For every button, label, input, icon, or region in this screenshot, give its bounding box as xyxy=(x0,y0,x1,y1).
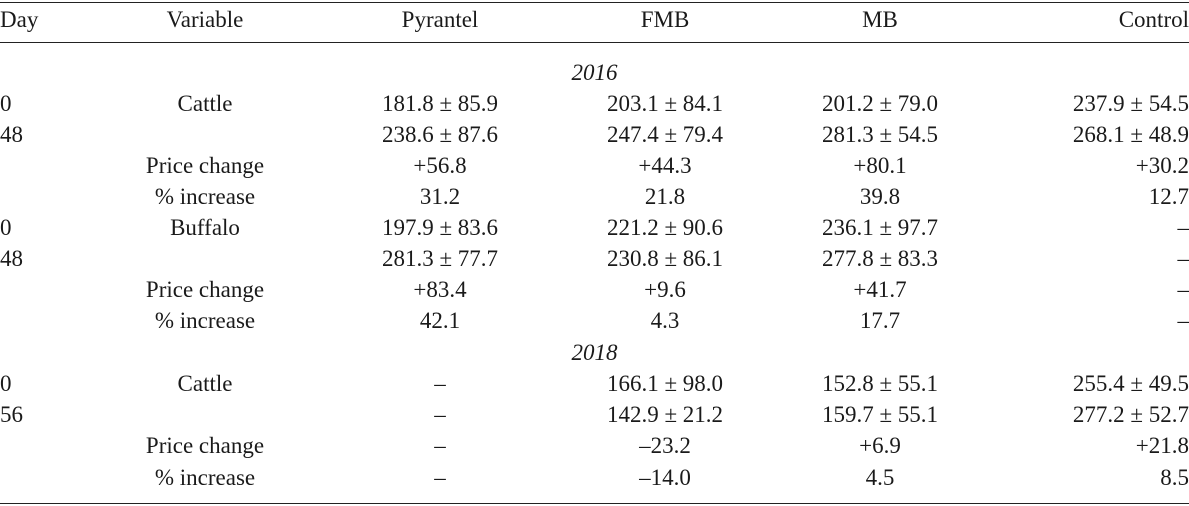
cell-fmb: 166.1 ± 98.0 xyxy=(606,371,724,396)
cell-pyrantel: – xyxy=(434,465,446,490)
header-mb: MB xyxy=(862,7,898,32)
cell-control: +30.2 xyxy=(1135,153,1189,178)
cell-mb: +80.1 xyxy=(853,153,907,178)
cell-mb: +6.9 xyxy=(859,433,901,458)
table-row: % increase 42.1 4.3 17.7 – xyxy=(0,305,1189,336)
cell-control: 237.9 ± 54.5 xyxy=(1072,91,1189,116)
table-row: 48 281.3 ± 77.7 230.8 ± 86.1 277.8 ± 83.… xyxy=(0,243,1189,274)
cell-variable: % increase xyxy=(154,184,256,209)
cell-mb: 152.8 ± 55.1 xyxy=(821,371,939,396)
section-year-2016: 2016 xyxy=(571,60,618,85)
cell-mb: +41.7 xyxy=(853,277,907,302)
table-top-rule xyxy=(0,2,1189,3)
cell-fmb: 142.9 ± 21.2 xyxy=(606,402,724,427)
cell-day: 48 xyxy=(0,246,23,271)
cell-pyrantel: 181.8 ± 85.9 xyxy=(381,91,499,116)
section-year-2018: 2018 xyxy=(571,340,618,365)
cell-pyrantel: – xyxy=(434,433,446,458)
cell-control: 255.4 ± 49.5 xyxy=(1072,371,1189,396)
cell-fmb: –23.2 xyxy=(639,433,691,458)
cell-variable: Cattle xyxy=(177,371,233,396)
cell-pyrantel: 42.1 xyxy=(419,308,461,333)
cell-fmb: +44.3 xyxy=(638,153,692,178)
cell-day: 48 xyxy=(0,122,23,147)
cell-mb: 236.1 ± 97.7 xyxy=(821,215,939,240)
cell-fmb: –14.0 xyxy=(639,465,691,490)
cell-fmb: 221.2 ± 90.6 xyxy=(606,215,724,240)
cell-fmb: 203.1 ± 84.1 xyxy=(606,91,724,116)
header-pyrantel: Pyrantel xyxy=(401,7,479,32)
cell-pyrantel: 197.9 ± 83.6 xyxy=(381,215,499,240)
header-row: Day Variable Pyrantel FMB MB Control xyxy=(0,4,1189,35)
cell-variable: % increase xyxy=(154,308,256,333)
table-row: 0 Cattle 181.8 ± 85.9 203.1 ± 84.1 201.2… xyxy=(0,88,1189,119)
table-row: 0 Cattle – 166.1 ± 98.0 152.8 ± 55.1 255… xyxy=(0,368,1189,399)
cell-variable: Price change xyxy=(145,277,265,302)
cell-mb: 39.8 xyxy=(859,184,901,209)
cell-variable: Price change xyxy=(145,153,265,178)
cell-control: – xyxy=(1177,246,1189,271)
header-variable: Variable xyxy=(166,7,244,32)
cell-control: 277.2 ± 52.7 xyxy=(1072,402,1189,427)
cell-variable: Price change xyxy=(145,433,265,458)
table-row: Price change +56.8 +44.3 +80.1 +30.2 xyxy=(0,150,1189,181)
cell-fmb: 230.8 ± 86.1 xyxy=(606,246,724,271)
cell-control: – xyxy=(1177,277,1189,302)
cell-control: 8.5 xyxy=(1160,465,1189,490)
cell-variable: % increase xyxy=(154,465,256,490)
cell-control: – xyxy=(1177,215,1189,240)
section-year-row: 2018 xyxy=(0,337,1189,368)
cell-mb: 277.8 ± 83.3 xyxy=(821,246,939,271)
cell-day: 56 xyxy=(0,402,23,427)
cell-mb: 4.5 xyxy=(865,465,895,490)
cell-day: 0 xyxy=(0,371,12,396)
cell-day: 0 xyxy=(0,91,12,116)
table-row: % increase 31.2 21.8 39.8 12.7 xyxy=(0,181,1189,212)
table-row: Price change – –23.2 +6.9 +21.8 xyxy=(0,430,1189,461)
cell-pyrantel: – xyxy=(434,402,446,427)
table-row: Price change +83.4 +9.6 +41.7 – xyxy=(0,274,1189,305)
cell-control: – xyxy=(1177,308,1189,333)
cell-pyrantel: 281.3 ± 77.7 xyxy=(381,246,499,271)
header-control: Control xyxy=(1118,7,1189,32)
cell-control: 268.1 ± 48.9 xyxy=(1072,122,1189,147)
section-year-row: 2016 xyxy=(0,57,1189,88)
header-day: Day xyxy=(0,7,39,32)
cell-mb: 281.3 ± 54.5 xyxy=(821,122,939,147)
cell-fmb: 247.4 ± 79.4 xyxy=(606,122,724,147)
cell-mb: 17.7 xyxy=(859,308,901,333)
cell-fmb: +9.6 xyxy=(644,277,686,302)
header-fmb: FMB xyxy=(640,7,690,32)
table-row: 48 238.6 ± 87.6 247.4 ± 79.4 281.3 ± 54.… xyxy=(0,119,1189,150)
cell-pyrantel: 31.2 xyxy=(419,184,461,209)
table-row: % increase – –14.0 4.5 8.5 xyxy=(0,462,1189,493)
cell-mb: 159.7 ± 55.1 xyxy=(821,402,939,427)
cell-variable: Buffalo xyxy=(170,215,240,240)
cell-mb: 201.2 ± 79.0 xyxy=(821,91,939,116)
cell-day: 0 xyxy=(0,215,12,240)
cell-fmb: 4.3 xyxy=(650,308,680,333)
table-row: 56 – 142.9 ± 21.2 159.7 ± 55.1 277.2 ± 5… xyxy=(0,399,1189,430)
table-bottom-rule xyxy=(0,503,1189,504)
cell-variable: Cattle xyxy=(177,91,233,116)
cell-pyrantel: +83.4 xyxy=(413,277,467,302)
table-row: 0 Buffalo 197.9 ± 83.6 221.2 ± 90.6 236.… xyxy=(0,212,1189,243)
header-rule xyxy=(0,42,1189,43)
cell-pyrantel: +56.8 xyxy=(413,153,467,178)
cell-control: +21.8 xyxy=(1135,433,1189,458)
cell-pyrantel: – xyxy=(434,371,446,396)
cell-control: 12.7 xyxy=(1148,184,1189,209)
cell-pyrantel: 238.6 ± 87.6 xyxy=(381,122,499,147)
cell-fmb: 21.8 xyxy=(644,184,686,209)
